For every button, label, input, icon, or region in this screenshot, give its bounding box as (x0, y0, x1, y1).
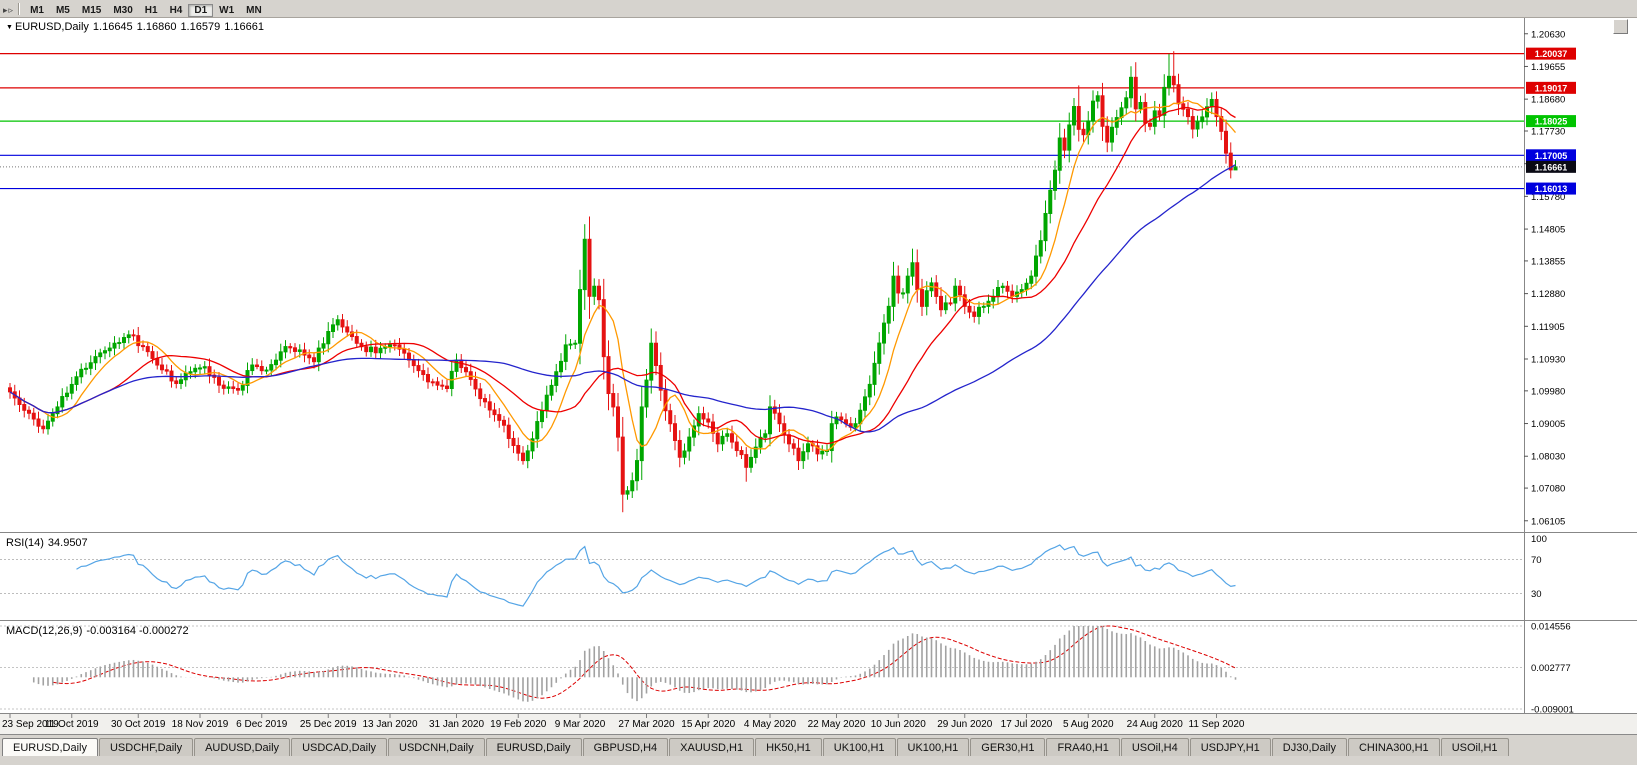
svg-text:-0.009001: -0.009001 (1531, 705, 1574, 716)
chart-tab-bar: EURUSD,Daily USDCHF,Daily AUDUSD,Daily USDC… (0, 734, 1637, 765)
chart-tab-10[interactable]: UK100,H1 (896, 738, 970, 756)
svg-text:1.18680: 1.18680 (1531, 95, 1565, 106)
timeframe-button-h1[interactable]: H1 (144, 4, 158, 16)
svg-text:30 Oct 2019: 30 Oct 2019 (111, 719, 166, 730)
chart-tab-13[interactable]: USOil,H4 (1120, 738, 1189, 756)
svg-text:19 Feb 2020: 19 Feb 2020 (490, 719, 547, 730)
chart-tab-5[interactable]: EURUSD,Daily (485, 738, 582, 756)
chart-tab-1[interactable]: USDCHF,Daily (98, 738, 194, 756)
svg-text:1.14805: 1.14805 (1531, 225, 1565, 236)
timeframe-toolbar: ▸▹ M1 M5 M15 M30 H1 H4 D1 W1 MN (0, 0, 1637, 18)
rsi-line (76, 544, 1236, 607)
chart-tab-4[interactable]: USDCNH,Daily (388, 738, 485, 756)
date-axis-strip[interactable] (0, 714, 1637, 734)
timeframe-button-h4[interactable]: H4 (169, 4, 183, 16)
svg-text:31 Jan 2020: 31 Jan 2020 (429, 719, 484, 730)
macd-panel (0, 625, 1524, 710)
chart-tab-12[interactable]: FRA40,H1 (1046, 738, 1120, 756)
svg-text:9 Mar 2020: 9 Mar 2020 (555, 719, 606, 730)
svg-text:1.17005: 1.17005 (1535, 151, 1568, 161)
chart-corner-button[interactable] (1613, 19, 1628, 34)
timeframe-button-m1[interactable]: M1 (30, 4, 44, 16)
moving-average-lines (9, 99, 1236, 452)
svg-text:30: 30 (1531, 589, 1542, 600)
timeframe-button-m30[interactable]: M30 (113, 4, 133, 16)
chart-tab-3[interactable]: USDCAD,Daily (291, 738, 388, 756)
svg-text:24 Aug 2020: 24 Aug 2020 (1127, 719, 1184, 730)
svg-text:18 Nov 2019: 18 Nov 2019 (172, 719, 229, 730)
svg-text:5 Aug 2020: 5 Aug 2020 (1063, 719, 1114, 730)
timeframe-button-w1[interactable]: W1 (219, 4, 235, 16)
svg-text:1.15780: 1.15780 (1531, 192, 1565, 203)
timeframe-button-m5[interactable]: M5 (55, 4, 70, 16)
chart-tab-2[interactable]: AUDUSD,Daily (194, 738, 291, 756)
horizontal-lines[interactable] (0, 53, 1524, 190)
svg-text:10 Jun 2020: 10 Jun 2020 (871, 719, 926, 730)
svg-text:1.09980: 1.09980 (1531, 386, 1565, 397)
svg-text:1.19017: 1.19017 (1535, 83, 1568, 93)
svg-text:11 Oct 2019: 11 Oct 2019 (45, 719, 99, 730)
timeframe-button-mn[interactable]: MN (246, 4, 262, 16)
svg-text:13 Jan 2020: 13 Jan 2020 (362, 719, 417, 730)
chart-tab-7[interactable]: XAUUSD,H1 (669, 738, 755, 756)
price-line-markers[interactable]: 1.20037 1.19017 1.18025 1.17005 1.16013 1.166… (1526, 47, 1576, 195)
svg-text:6 Dec 2019: 6 Dec 2019 (236, 719, 288, 730)
chart-tab-17[interactable]: USOil,H1 (1440, 738, 1509, 756)
svg-text:1.09005: 1.09005 (1531, 419, 1565, 430)
chart-tab-0[interactable]: EURUSD,Daily (2, 738, 98, 756)
svg-text:1.18025: 1.18025 (1535, 117, 1568, 127)
svg-text:4 May 2020: 4 May 2020 (744, 719, 797, 730)
svg-text:1.17730: 1.17730 (1531, 126, 1565, 137)
chart-tab-14[interactable]: USDJPY,H1 (1189, 738, 1271, 756)
chart-tab-8[interactable]: HK50,H1 (755, 738, 822, 756)
svg-text:0.014556: 0.014556 (1531, 622, 1571, 633)
ma-55-line (9, 164, 1236, 433)
svg-text:1.12880: 1.12880 (1531, 289, 1565, 300)
svg-text:27 Mar 2020: 27 Mar 2020 (618, 719, 675, 730)
svg-text:1.06105: 1.06105 (1531, 516, 1565, 527)
timeframe-button-d1[interactable]: D1 (188, 3, 214, 17)
svg-text:17 Jul 2020: 17 Jul 2020 (1001, 719, 1053, 730)
svg-text:1.19655: 1.19655 (1531, 62, 1565, 73)
svg-text:1.08030: 1.08030 (1531, 452, 1565, 463)
candlestick-series (8, 51, 1238, 513)
ma-8-line (9, 99, 1236, 452)
toolbar-icons: ▸▹ (3, 0, 14, 18)
chart-tab-11[interactable]: GER30,H1 (970, 738, 1046, 756)
svg-text:29 Jun 2020: 29 Jun 2020 (937, 719, 992, 730)
macd-histogram (32, 626, 1237, 702)
svg-text:70: 70 (1531, 555, 1542, 566)
svg-text:1.20630: 1.20630 (1531, 29, 1565, 40)
svg-text:22 May 2020: 22 May 2020 (808, 719, 866, 730)
rsi-panel (0, 544, 1524, 607)
chart-tab-9[interactable]: UK100,H1 (822, 738, 896, 756)
chart-tab-16[interactable]: CHINA300,H1 (1347, 738, 1440, 756)
chart-tab-15[interactable]: DJ30,Daily (1271, 738, 1347, 756)
svg-text:11 Sep 2020: 11 Sep 2020 (1189, 719, 1245, 730)
svg-text:25 Dec 2019: 25 Dec 2019 (300, 719, 357, 730)
svg-text:1.07080: 1.07080 (1531, 484, 1565, 495)
svg-text:1.10930: 1.10930 (1531, 354, 1565, 365)
svg-text:23 Sep 2019: 23 Sep 2019 (2, 719, 59, 730)
ma-21-line (9, 105, 1236, 445)
svg-text:15 Apr 2020: 15 Apr 2020 (681, 719, 735, 730)
timeframe-button-m15[interactable]: M15 (81, 4, 102, 16)
svg-text:1.11905: 1.11905 (1531, 322, 1565, 333)
svg-text:1.16013: 1.16013 (1535, 184, 1568, 194)
chart-tab-6[interactable]: GBPUSD,H4 (582, 738, 669, 756)
svg-text:0.002777: 0.002777 (1531, 663, 1571, 674)
svg-text:1.16661: 1.16661 (1535, 162, 1568, 172)
chart-tabs: EURUSD,Daily USDCHF,Daily AUDUSD,Daily USDC… (0, 738, 1637, 759)
svg-text:1.20037: 1.20037 (1535, 49, 1568, 59)
toolbar-separator (18, 2, 21, 15)
auto-scroll-icon[interactable]: ▹ (8, 4, 14, 15)
svg-text:1.13855: 1.13855 (1531, 256, 1565, 267)
timeframe-buttons: M1 M5 M15 M30 H1 H4 D1 W1 MN (24, 0, 268, 18)
chart-shift-icon[interactable]: ▸ (3, 4, 8, 15)
svg-text:100: 100 (1531, 534, 1547, 545)
